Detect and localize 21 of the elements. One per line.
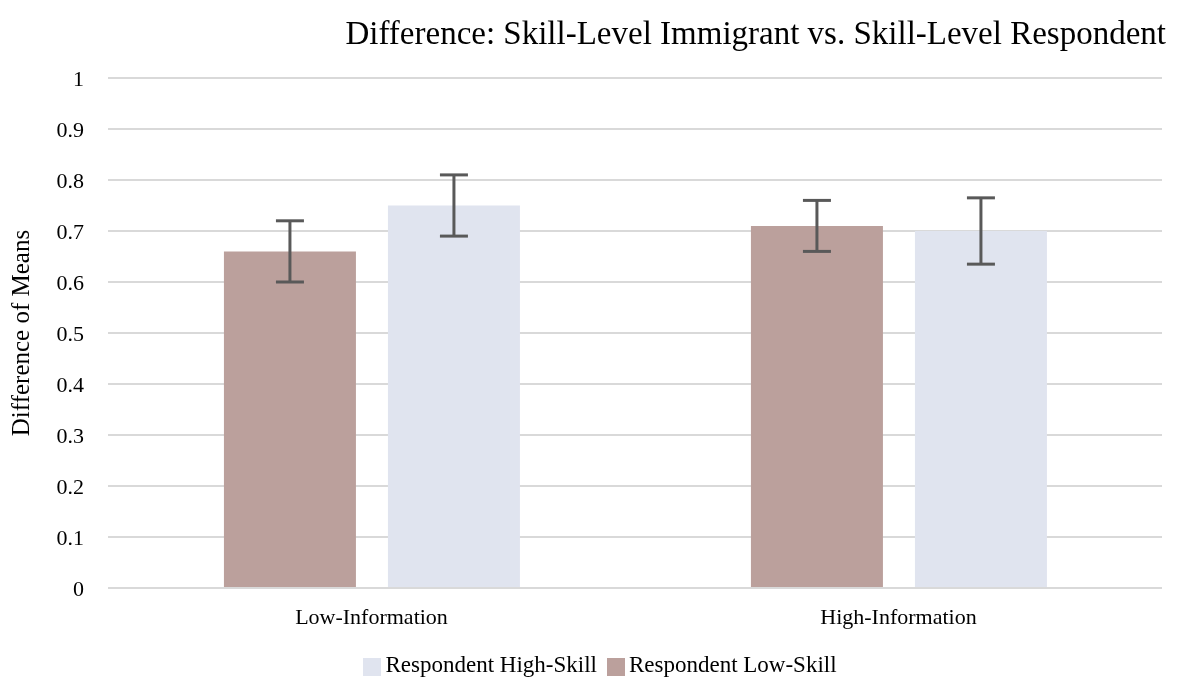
bar: [750, 225, 883, 588]
y-tick-label: 0.4: [56, 371, 84, 397]
chart-title: Difference: Skill-Level Immigrant vs. Skill-Level Respondent: [344, 14, 1167, 53]
bar: [387, 205, 520, 588]
y-tick-label: 0: [73, 575, 84, 601]
bar: [914, 231, 1047, 588]
y-tick-label: 0.5: [56, 320, 84, 346]
x-tick-label: Low-Information: [295, 603, 448, 629]
y-tick-label: 0.3: [56, 422, 84, 448]
legend-label: Respondent Low-Skill: [628, 652, 837, 677]
legend-label: Respondent High-Skill: [385, 652, 597, 677]
y-tick-label: 0.8: [56, 167, 84, 193]
bar: [223, 251, 356, 588]
y-tick-label: 1: [73, 65, 84, 91]
y-tick-label: 0.6: [56, 269, 84, 295]
y-axis-title: Difference of Means: [6, 229, 34, 437]
y-tick-label: 0.9: [56, 116, 84, 142]
y-tick-label: 0.2: [56, 473, 84, 499]
y-tick-label: 0.7: [56, 218, 84, 244]
y-tick-label: 0.1: [56, 524, 84, 550]
x-tick-label: High-Information: [820, 603, 977, 629]
